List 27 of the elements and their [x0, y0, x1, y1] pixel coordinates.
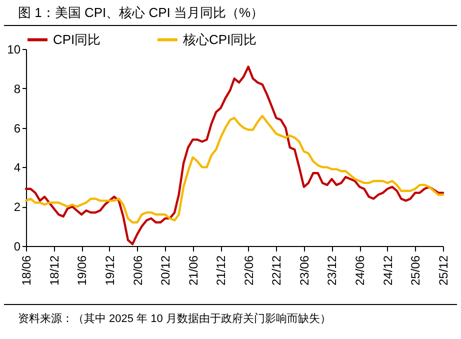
text: 资料来源：（其中 2025 年 10 月数据由于政府关门影响而缺失）	[4, 304, 457, 333]
chart-title: 图 1：美国 CPI、核心 CPI 当月同比（%）	[4, 0, 457, 26]
x-tick-label: 18/12	[47, 255, 62, 286]
x-tick-label: 23/12	[325, 255, 340, 286]
x-tick-label: 21/06	[186, 255, 200, 286]
x-tick-label: 20/12	[158, 255, 173, 286]
x-tick-label: 21/12	[214, 255, 228, 286]
y-tick-label: 8	[14, 82, 21, 96]
x-tick-label: 18/06	[20, 255, 34, 286]
x-tick-label: 19/06	[75, 255, 90, 286]
y-tick-label: 4	[14, 160, 21, 175]
y-tick-label: 0	[14, 240, 21, 254]
y-tick-label: 10	[7, 42, 21, 56]
x-tick-label: 24/06	[353, 255, 368, 286]
x-tick-label: 20/06	[130, 255, 145, 286]
legend-label: 核心CPI同比	[182, 32, 257, 47]
x-tick-label: 19/12	[102, 255, 117, 286]
x-tick-label: 24/12	[380, 255, 395, 286]
legend-label: CPI同比	[53, 32, 101, 47]
line-series	[24, 114, 444, 224]
x-tick-label: 25/06	[408, 255, 423, 286]
x-tick-label: 22/12	[270, 255, 284, 286]
x-tick-label: 22/06	[242, 255, 256, 286]
y-tick-label: 2	[14, 200, 21, 214]
x-tick-label: 23/06	[297, 255, 312, 286]
x-tick-label: 25/12	[436, 255, 450, 286]
y-tick-label: 6	[14, 121, 21, 136]
